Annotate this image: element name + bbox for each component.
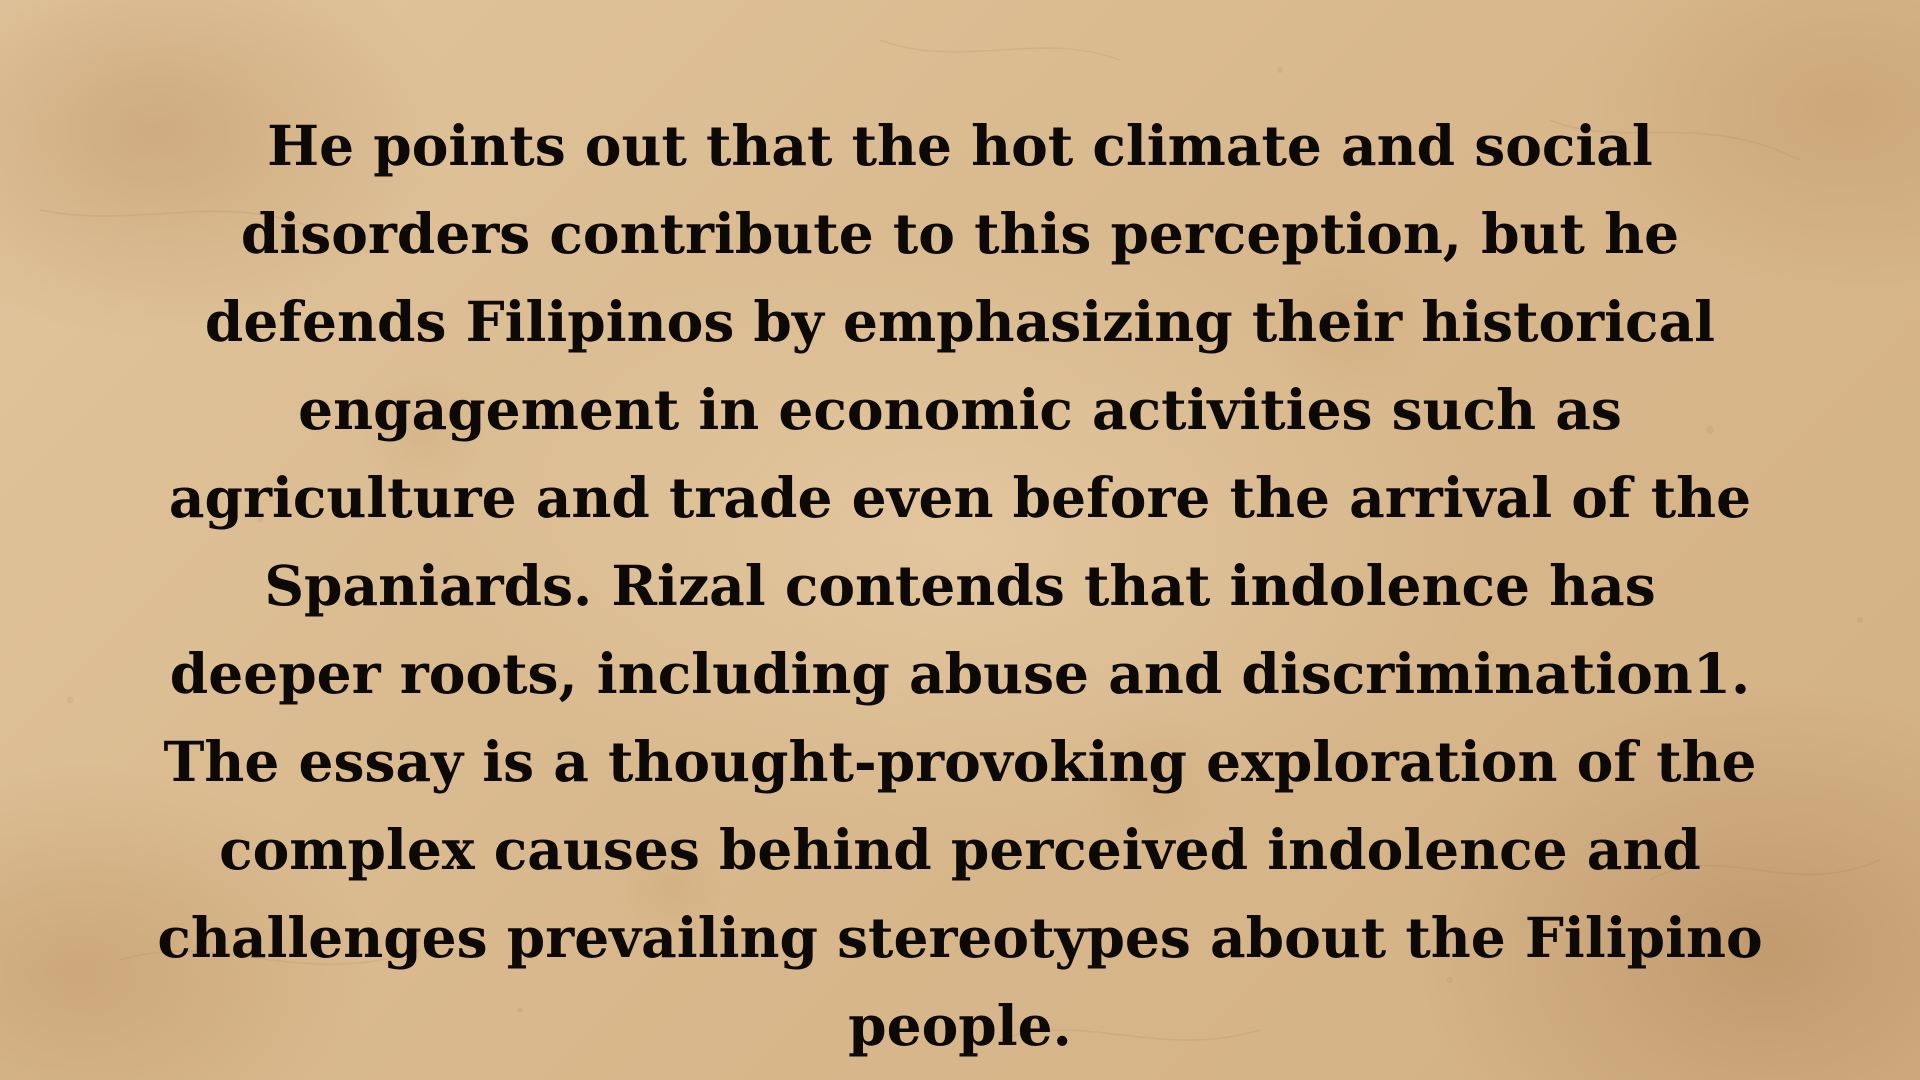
paragraph-line-4: engagement in economic activities such a…: [298, 377, 1622, 442]
paragraph-line-9: complex causes behind perceived indolenc…: [219, 817, 1701, 882]
paragraph-line-1: He points out that the hot climate and s…: [267, 113, 1653, 178]
paragraph-line-6: Spaniards. Rizal contends that indolence…: [264, 553, 1656, 618]
paragraph-line-8: The essay is a thought-provoking explora…: [163, 729, 1757, 794]
paragraph-line-2: disorders contribute to this perception,…: [240, 201, 1680, 266]
paragraph-line-5: agriculture and trade even before the ar…: [168, 465, 1752, 530]
paragraph-line-11: people.: [848, 993, 1072, 1058]
body-paragraph: He points out that the hot climate and s…: [90, 102, 1830, 1070]
paragraph-line-7: deeper roots, including abuse and discri…: [169, 641, 1751, 706]
paragraph-line-3: defends Filipinos by emphasizing their h…: [204, 289, 1716, 354]
paragraph-line-10: challenges prevailing stereotypes about …: [157, 905, 1763, 970]
